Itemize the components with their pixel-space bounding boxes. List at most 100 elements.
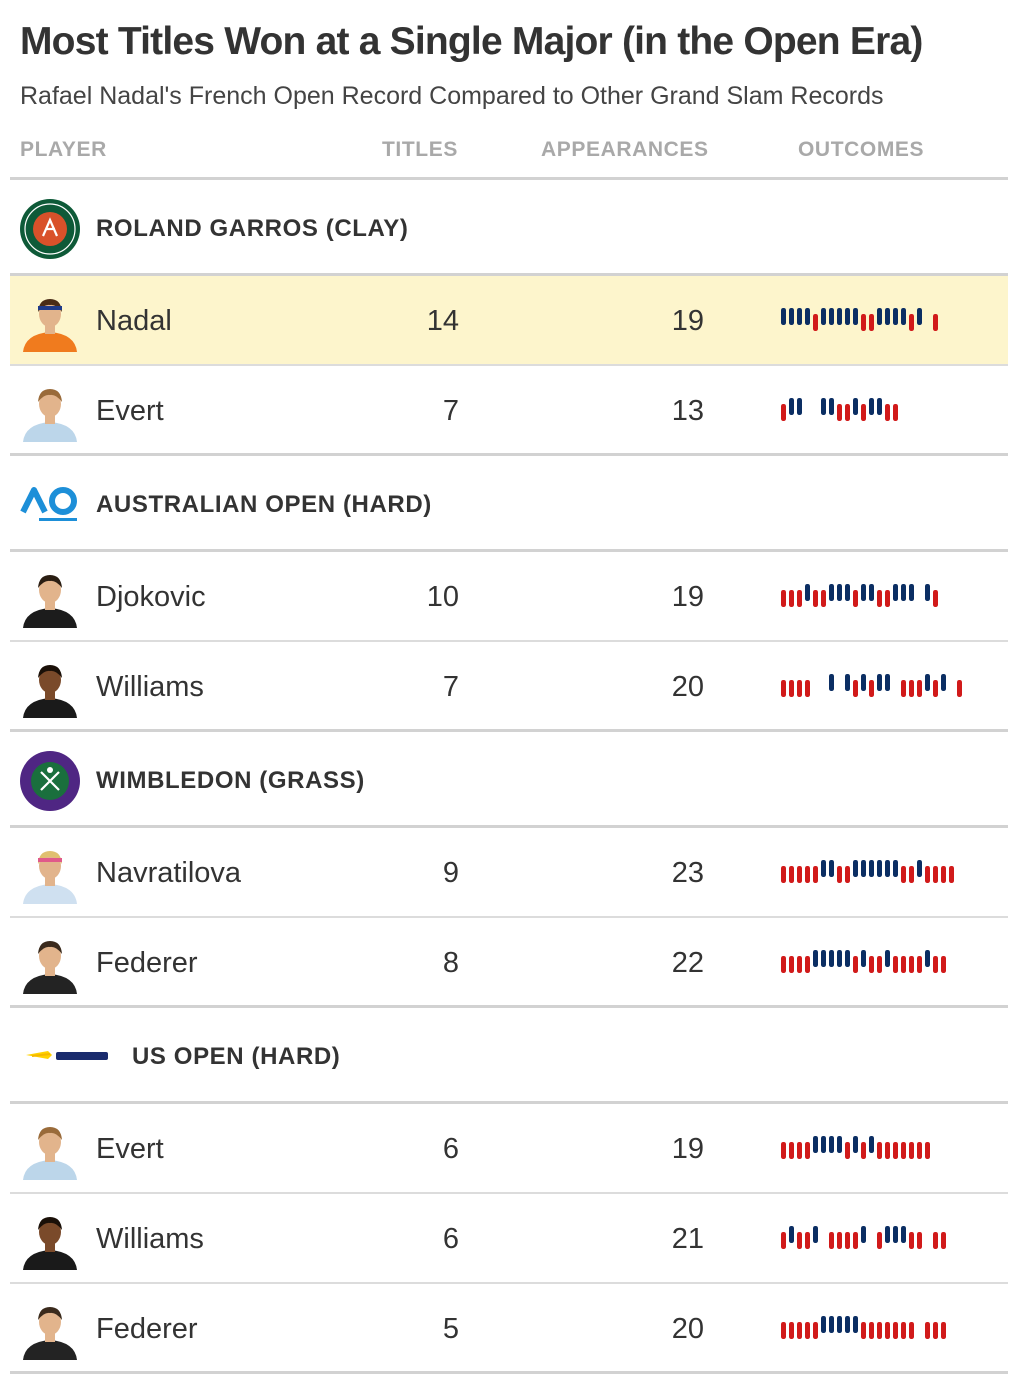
outcomes-strip xyxy=(781,1226,946,1249)
outcome-loss-mark xyxy=(797,866,802,883)
outcome-win-mark xyxy=(861,1226,866,1243)
outcome-loss-mark xyxy=(781,866,786,883)
outcome-loss-mark xyxy=(909,956,914,973)
titles-value: 5 xyxy=(442,1313,459,1345)
outcome-loss-mark xyxy=(917,956,922,973)
outcome-loss-mark xyxy=(829,1232,834,1249)
group-row: US OPEN (HARD) xyxy=(10,1008,1008,1104)
outcome-win-mark xyxy=(885,950,890,967)
outcome-loss-mark xyxy=(917,1232,922,1249)
outcome-loss-mark xyxy=(853,956,858,973)
outcome-loss-mark xyxy=(813,590,818,607)
column-header-player[interactable]: PLAYER xyxy=(20,138,107,161)
outcome-win-mark xyxy=(877,398,882,415)
outcomes-strip xyxy=(781,860,954,883)
outcome-win-mark xyxy=(885,674,890,691)
outcome-win-mark xyxy=(837,308,842,325)
outcome-win-mark xyxy=(877,674,882,691)
outcome-loss-mark xyxy=(853,1232,858,1249)
outcome-loss-mark xyxy=(781,956,786,973)
outcome-loss-mark xyxy=(909,314,914,331)
outcome-win-mark xyxy=(829,584,834,601)
outcome-loss-mark xyxy=(805,1322,810,1339)
outcome-win-mark xyxy=(805,584,810,601)
outcome-win-mark xyxy=(861,584,866,601)
appearances-value: 19 xyxy=(671,305,704,337)
outcome-loss-mark xyxy=(901,1142,906,1159)
column-header-titles[interactable]: TITLES xyxy=(382,138,458,161)
outcome-loss-mark xyxy=(853,680,858,697)
outcome-win-mark xyxy=(821,308,826,325)
federer-avatar xyxy=(23,1307,77,1360)
column-header-outcomes[interactable]: OUTCOMES xyxy=(798,138,925,161)
outcome-loss-mark xyxy=(797,680,802,697)
williams-avatar xyxy=(23,665,77,718)
outcome-loss-mark xyxy=(941,1232,946,1249)
outcome-win-mark xyxy=(925,584,930,601)
table-row[interactable]: Navratilova 9 23 xyxy=(10,828,1008,918)
outcome-loss-mark xyxy=(925,1322,930,1339)
outcome-win-mark xyxy=(805,308,810,325)
outcome-win-mark xyxy=(861,950,866,967)
outcome-win-mark xyxy=(893,584,898,601)
outcome-win-mark xyxy=(877,308,882,325)
records-table: ROLAND GARROS (CLAY) Nadal 14 19 Evert 7 13 AUS… xyxy=(10,177,1008,1374)
group-label: US OPEN (HARD) xyxy=(132,1043,341,1070)
outcome-loss-mark xyxy=(941,866,946,883)
table-row[interactable]: Evert 7 13 xyxy=(10,366,1008,456)
outcomes-strip xyxy=(781,1316,946,1339)
outcome-loss-mark xyxy=(869,314,874,331)
outcome-loss-mark xyxy=(861,314,866,331)
table-row[interactable]: Nadal 14 19 xyxy=(10,276,1008,366)
outcome-win-mark xyxy=(925,674,930,691)
appearances-value: 23 xyxy=(671,857,704,889)
outcome-loss-mark xyxy=(941,1322,946,1339)
outcome-win-mark xyxy=(845,308,850,325)
outcome-loss-mark xyxy=(789,680,794,697)
titles-value: 7 xyxy=(442,671,459,703)
table-row[interactable]: Federer 5 20 xyxy=(10,1284,1008,1374)
outcome-loss-mark xyxy=(845,1232,850,1249)
outcome-loss-mark xyxy=(901,956,906,973)
titles-value: 14 xyxy=(426,305,459,337)
williams-avatar xyxy=(23,1217,77,1270)
outcome-loss-mark xyxy=(909,1232,914,1249)
outcome-win-mark xyxy=(829,1136,834,1153)
outcome-loss-mark xyxy=(933,590,938,607)
table-row[interactable]: Djokovic 10 19 xyxy=(10,552,1008,642)
outcome-loss-mark xyxy=(845,404,850,421)
outcome-win-mark xyxy=(797,308,802,325)
outcome-loss-mark xyxy=(789,1322,794,1339)
outcome-loss-mark xyxy=(845,1142,850,1159)
outcome-win-mark xyxy=(893,860,898,877)
table-row[interactable]: Evert 6 19 xyxy=(10,1104,1008,1194)
outcome-loss-mark xyxy=(781,404,786,421)
table-row[interactable]: Williams 6 21 xyxy=(10,1194,1008,1284)
outcome-win-mark xyxy=(901,1226,906,1243)
player-name: Evert xyxy=(96,395,164,427)
table-row[interactable]: Williams 7 20 xyxy=(10,642,1008,732)
outcome-loss-mark xyxy=(949,866,954,883)
titles-value: 10 xyxy=(426,581,459,613)
outcome-win-mark xyxy=(829,950,834,967)
group-row: ROLAND GARROS (CLAY) xyxy=(10,180,1008,276)
outcome-loss-mark xyxy=(797,1142,802,1159)
outcome-loss-mark xyxy=(797,590,802,607)
titles-value: 7 xyxy=(442,395,459,427)
outcomes-strip xyxy=(781,674,962,697)
outcome-win-mark xyxy=(885,860,890,877)
outcome-win-mark xyxy=(813,950,818,967)
outcome-loss-mark xyxy=(933,1232,938,1249)
outcome-win-mark xyxy=(869,1136,874,1153)
outcome-loss-mark xyxy=(877,590,882,607)
outcome-win-mark xyxy=(789,398,794,415)
outcome-win-mark xyxy=(845,950,850,967)
outcome-win-mark xyxy=(869,584,874,601)
nadal-avatar xyxy=(23,299,77,352)
outcome-win-mark xyxy=(869,860,874,877)
outcome-loss-mark xyxy=(933,680,938,697)
column-header-appearances[interactable]: APPEARANCES xyxy=(541,138,709,161)
outcome-loss-mark xyxy=(789,866,794,883)
table-row[interactable]: Federer 8 22 xyxy=(10,918,1008,1008)
outcome-win-mark xyxy=(781,308,786,325)
